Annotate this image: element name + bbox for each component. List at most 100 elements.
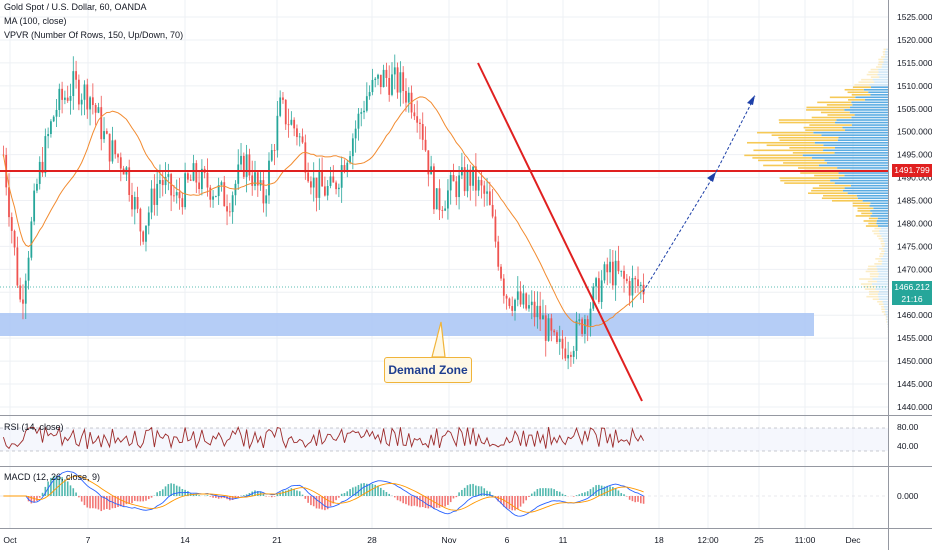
candle-body [360, 112, 363, 114]
macd-bar [455, 496, 458, 498]
macd-bar [324, 496, 326, 511]
macd-bar [483, 488, 486, 496]
macd-bar [438, 496, 441, 508]
macd-bar [33, 496, 35, 503]
vp-up-bar [878, 68, 888, 71]
vpvr-legend[interactable]: VPVR (Number Of Rows, 150, Up/Down, 70) [4, 30, 184, 40]
candle-body [502, 278, 505, 296]
macd-bar [315, 496, 318, 509]
macd-bar [371, 483, 374, 496]
vp-down-bar [868, 71, 879, 73]
vp-up-bar [842, 189, 888, 192]
price-tick: 1505.000 [897, 104, 932, 114]
rsi-legend[interactable]: RSI (14, close) [4, 422, 64, 432]
vp-down-bar [868, 222, 877, 225]
candle-body [547, 318, 550, 341]
macd-bar [561, 493, 564, 496]
candle-body [256, 172, 259, 186]
symbol-title[interactable]: Gold Spot / U.S. Dollar, 60, OANDA [4, 2, 147, 12]
candle-body [245, 154, 248, 177]
vp-up-bar [883, 303, 888, 306]
macd-bar [61, 477, 63, 496]
macd-bar [78, 496, 80, 498]
macd-bar [413, 496, 416, 506]
macd-bar [195, 494, 198, 496]
ma-legend[interactable]: MA (100, close) [4, 16, 67, 26]
candle-body [340, 165, 343, 188]
trendline [477, 62, 643, 402]
vp-down-bar [803, 126, 843, 129]
vp-down-bar [878, 260, 883, 263]
vp-up-bar [862, 199, 888, 202]
candle-body [103, 131, 105, 140]
time-tick: 12:00 [697, 535, 719, 545]
candle-body [318, 172, 321, 198]
vp-down-bar [783, 162, 827, 164]
vp-up-bar [852, 104, 888, 106]
candle-body [480, 179, 483, 186]
macd-bar [617, 490, 620, 496]
macd-histogram [27, 475, 645, 512]
vp-down-bar [827, 114, 855, 116]
vp-up-bar [877, 280, 888, 283]
candle-body [382, 69, 385, 88]
macd-bar [30, 496, 33, 504]
vp-up-bar [851, 124, 888, 126]
macd-legend[interactable]: MACD (12, 26, close, 9) [4, 472, 101, 482]
macd-bar [623, 494, 625, 496]
vp-up-bar [885, 48, 888, 51]
macd-bar [592, 487, 595, 496]
macd-bar [637, 496, 639, 502]
vp-down-bar [778, 119, 837, 121]
vp-down-bar [852, 86, 871, 89]
macd-bar [212, 496, 214, 498]
vp-up-bar [872, 278, 888, 280]
vp-up-bar [880, 258, 888, 260]
price-axis[interactable]: 1525.000 1520.000 1515.000 1510.000 1505.000… [897, 12, 932, 412]
macd-bar [64, 479, 66, 496]
vp-down-bar [758, 159, 825, 162]
price-tick: 1450.000 [897, 356, 932, 366]
macd-bar [486, 490, 488, 496]
macd-bar [326, 496, 329, 510]
time-tick: 14 [180, 535, 190, 545]
candle-body [111, 140, 114, 162]
macd-bar [159, 491, 161, 496]
vp-down-bar [883, 313, 886, 316]
vp-down-bar [800, 172, 839, 174]
candle-body [58, 88, 61, 110]
candle-body [153, 188, 156, 205]
macd-bar [117, 496, 119, 507]
macd-bar [198, 495, 200, 496]
macd-bar [424, 496, 427, 509]
candle-body [22, 299, 24, 304]
candle-body [597, 278, 600, 303]
macd-bar [270, 496, 273, 498]
time-axis[interactable]: Oct 7 14 21 28 Nov 6 11 18 12:00 25 11:00 Dec [3, 535, 861, 545]
candle-body [209, 187, 212, 200]
candle-body [312, 177, 315, 188]
vp-up-bar [884, 252, 888, 255]
price-tick: 1500.000 [897, 127, 932, 137]
macd-bar [349, 489, 351, 496]
candle-body [16, 247, 19, 286]
macd-bar [511, 496, 514, 511]
candle-body [570, 354, 572, 357]
candle-body [614, 260, 617, 286]
candle-body [620, 270, 623, 272]
vp-up-bar [851, 116, 888, 119]
macd-bar [603, 486, 606, 496]
macd-bar [321, 496, 323, 510]
resistance-price-tag: 1491.799 [892, 164, 932, 177]
vp-up-bar [814, 141, 888, 144]
candle-body [600, 280, 603, 303]
candle-body [463, 167, 466, 192]
macd-bar [466, 485, 469, 496]
macd-bar [332, 496, 335, 504]
vp-down-bar [779, 177, 839, 179]
candle-body [474, 166, 477, 191]
candle-body [413, 112, 416, 117]
vp-down-bar [885, 318, 887, 321]
